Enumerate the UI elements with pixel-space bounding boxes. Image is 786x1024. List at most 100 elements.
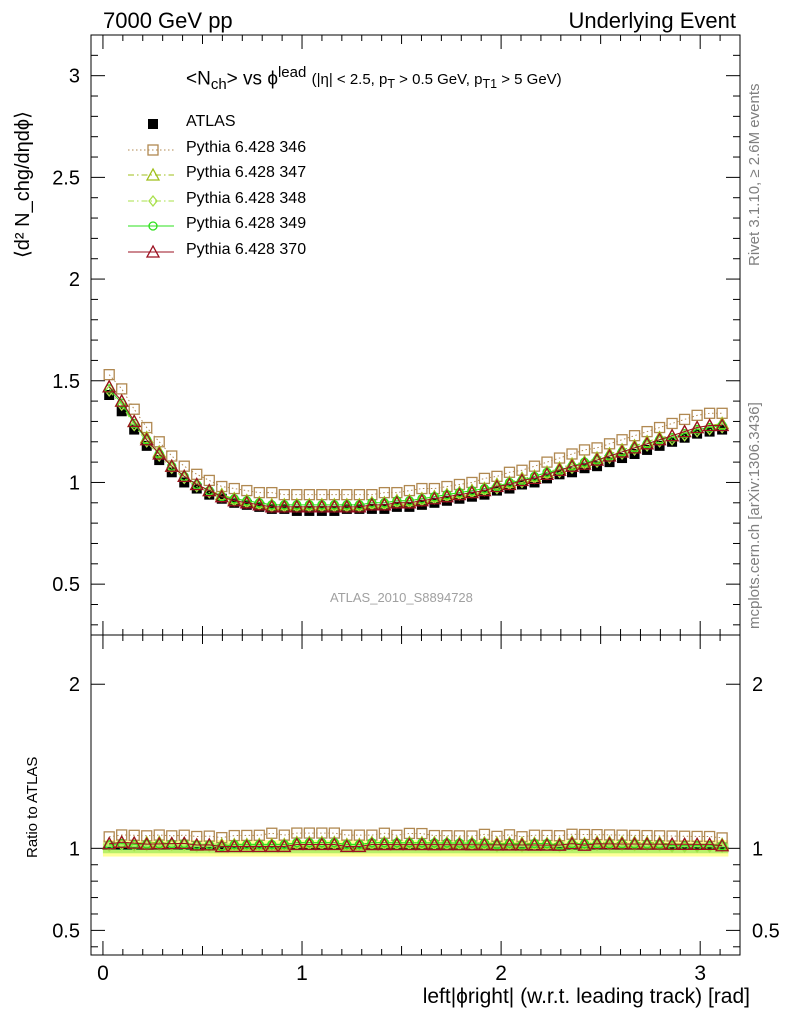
ratio-plot-frame: 0 1 2 3 0.5 0.5 1 1 2 2	[52, 634, 780, 985]
data-point-pythia-6-428-348	[204, 486, 215, 499]
data-point-pythia-6-428-346	[116, 383, 128, 395]
ratio-point-pythia-6-428-370	[277, 839, 292, 853]
data-point-pythia-6-428-370	[302, 499, 317, 513]
y-tick-label: 1.5	[52, 371, 80, 393]
legend-label: Pythia 6.428 370	[186, 240, 307, 258]
data-point-pythia-6-428-370	[389, 495, 404, 509]
ratio-point-pythia-6-428-370	[114, 834, 129, 848]
y-axis-label: ⟨d² N_chg/dηdϕ⟩	[12, 111, 34, 258]
data-point-pythia-6-428-348	[191, 480, 202, 493]
data-point-pythia-6-428-370	[164, 458, 179, 472]
data-point-pythia-6-428-370	[102, 379, 117, 393]
ratio-y-tick-label-right: 0.5	[752, 920, 780, 942]
data-point-pythia-6-428-370	[477, 483, 492, 497]
data-point-pythia-6-428-370	[339, 499, 354, 513]
series-line-pythia-6-428-346	[108, 374, 723, 496]
ratio-point-pythia-6-428-370	[439, 837, 455, 851]
legend-marker	[148, 119, 158, 129]
data-point-pythia-6-428-370	[364, 497, 379, 511]
y-tick-label: 1	[69, 472, 80, 494]
ratio-point-pythia-6-428-370	[152, 836, 167, 850]
legend-marker	[148, 194, 158, 207]
legend-label: Pythia 6.428 347	[186, 164, 307, 181]
legend-marker	[148, 221, 158, 231]
ratio-point-pythia-6-428-370	[464, 837, 480, 851]
data-point-pythia-6-428-370	[327, 499, 342, 513]
legend-marker	[145, 244, 161, 258]
ratio-point-pythia-6-428-370	[677, 836, 692, 850]
legend-swatch	[128, 194, 174, 207]
data-point-pythia-6-428-370	[639, 436, 655, 450]
x-tick-label: 2	[495, 962, 507, 985]
ratio-point-pythia-6-428-370	[690, 837, 705, 851]
series-line-pythia-6-428-370	[108, 386, 723, 508]
ratio-point-pythia-6-428-346	[266, 827, 278, 839]
ratio-point-pythia-6-428-370	[602, 836, 617, 850]
legend-swatch	[128, 221, 174, 231]
data-point-pythia-6-428-370	[377, 497, 392, 511]
data-point-pythia-6-428-370	[127, 414, 142, 428]
ratio-point-pythia-6-428-370	[452, 837, 467, 851]
data-point-pythia-6-428-370	[452, 487, 467, 501]
data-point-pythia-6-428-370	[677, 424, 692, 438]
legend-marker	[147, 143, 159, 156]
data-point-pythia-6-428-370	[489, 479, 505, 493]
ratio-point-pythia-6-428-370	[614, 836, 630, 850]
legend-label: Pythia 6.428 346	[186, 138, 307, 156]
y-tick-label: 2.5	[52, 167, 80, 189]
ratio-y-tick-label: 0.5	[52, 920, 80, 942]
legend-marker	[145, 167, 161, 181]
ratio-y-tick-label-right: 2	[752, 674, 763, 696]
ratio-point-pythia-6-428-370	[652, 836, 667, 850]
ratio-point-pythia-6-428-370	[427, 837, 442, 851]
data-point-pythia-6-428-370	[514, 473, 530, 487]
data-point-pythia-6-428-370	[715, 418, 730, 432]
legend-label: Pythia 6.428 348	[186, 189, 307, 207]
data-point-pythia-6-428-370	[277, 499, 292, 513]
data-point-pythia-6-428-370	[614, 444, 630, 458]
ratio-point-pythia-6-428-370	[102, 836, 117, 850]
data-point-pythia-6-428-370	[139, 432, 154, 446]
legend-swatch	[128, 167, 174, 181]
data-point-pythia-6-428-370	[564, 458, 580, 472]
ratio-point-pythia-6-428-370	[702, 837, 717, 851]
data-point-pythia-6-428-370	[289, 499, 304, 513]
ratio-point-pythia-6-428-370	[189, 837, 204, 851]
data-point-pythia-6-428-370	[702, 418, 717, 432]
data-point-pythia-6-428-370	[227, 493, 242, 507]
ratio-point-pythia-6-428-370	[239, 839, 254, 853]
ratio-y-tick-label-right: 1	[752, 838, 763, 860]
data-point-pythia-6-428-370	[202, 483, 217, 497]
data-point-pythia-6-428-370	[690, 420, 705, 434]
ratio-point-pythia-6-428-370	[414, 837, 430, 851]
ratio-point-pythia-6-428-370	[264, 839, 279, 853]
ratio-point-pythia-6-428-370	[202, 837, 217, 851]
y-tick-label: 2	[69, 269, 80, 291]
data-point-pythia-6-428-346	[578, 444, 591, 456]
data-point-pythia-6-428-370	[214, 489, 229, 503]
data-point-pythia-6-428-370	[577, 456, 592, 470]
ratio-point-pythia-6-428-370	[664, 836, 680, 850]
data-point-pythia-6-428-370	[527, 471, 542, 485]
ratio-point-pythia-6-428-370	[302, 837, 317, 851]
x-axis-label: left|ϕright| (w.r.t. leading track) [rad…	[422, 985, 750, 1008]
ratio-point-pythia-6-428-370	[627, 836, 642, 850]
data-point-pythia-6-428-370	[552, 462, 567, 476]
data-point-pythia-6-428-370	[427, 491, 442, 505]
ratio-point-pythia-6-428-370	[577, 837, 592, 851]
ratio-point-pythia-6-428-370	[502, 837, 517, 851]
data-point-pythia-6-428-370	[239, 495, 254, 509]
ratio-point-pythia-6-428-346	[691, 830, 703, 843]
ratio-point-pythia-6-428-370	[715, 838, 730, 852]
ratio-point-pythia-6-428-346	[466, 830, 478, 842]
ratio-point-pythia-6-428-370	[589, 836, 605, 850]
data-point-pythia-6-428-370	[352, 499, 367, 513]
ratio-point-pythia-6-428-370	[364, 837, 379, 851]
ratio-point-pythia-6-428-370	[127, 835, 142, 849]
data-point-pythia-6-428-370	[402, 495, 417, 509]
ratio-point-pythia-6-428-370	[352, 839, 367, 853]
legend-swatch	[128, 143, 174, 156]
header-collision-label: 7000 GeV pp	[103, 8, 233, 33]
analysis-id-watermark: ATLAS_2010_S8894728	[330, 590, 473, 605]
data-point-atlas	[116, 406, 127, 417]
